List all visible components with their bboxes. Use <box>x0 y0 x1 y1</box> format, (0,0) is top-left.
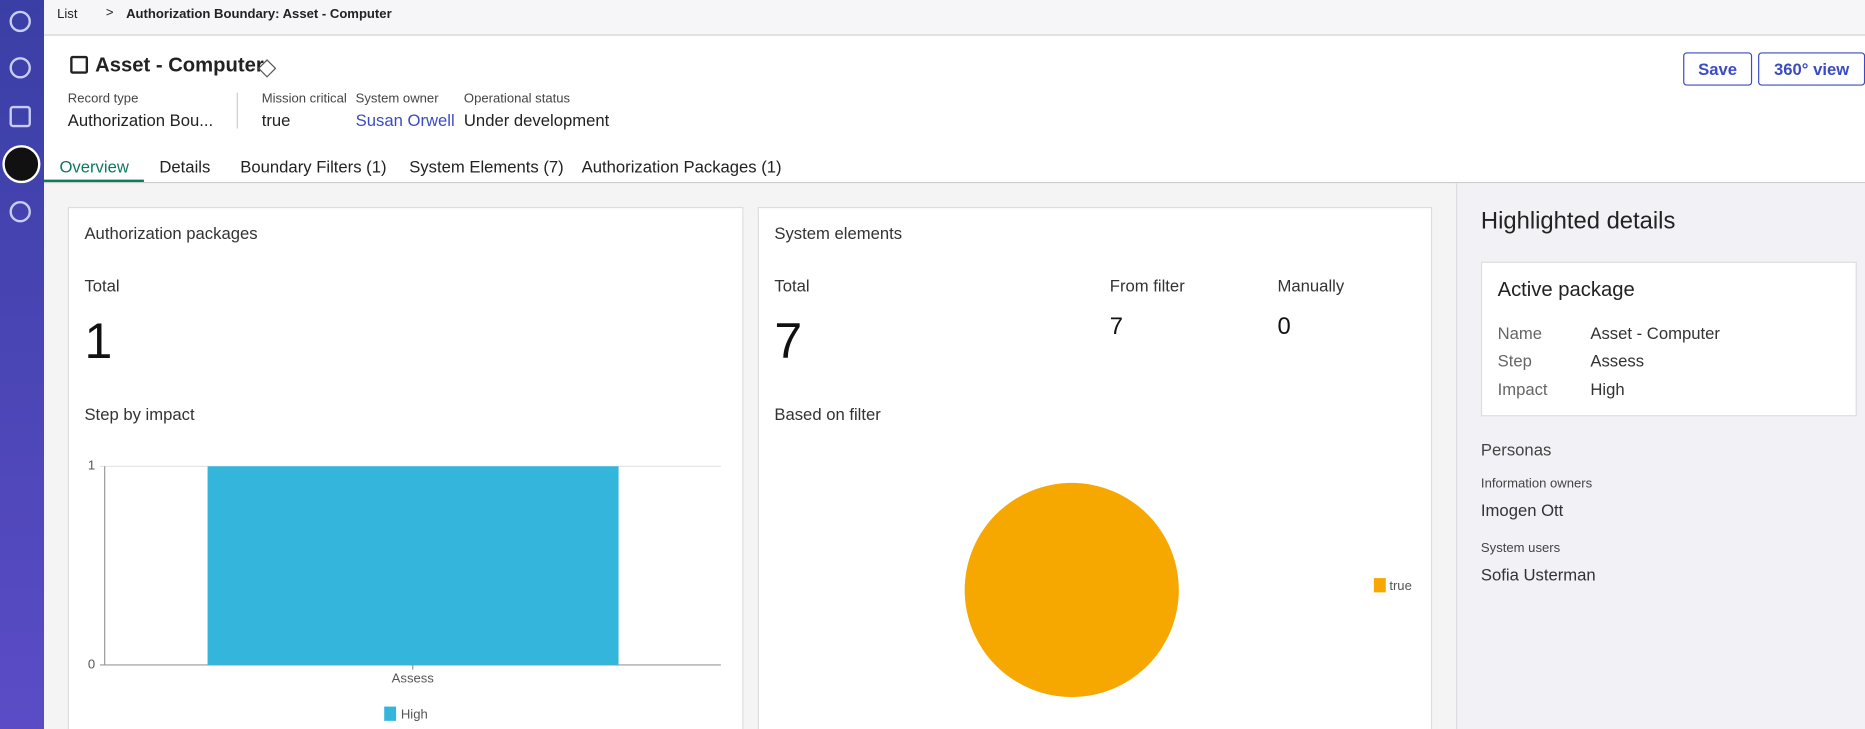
card-title: Active package <box>1497 278 1635 301</box>
breadcrumb-list[interactable]: List <box>57 7 78 22</box>
row-label: Name <box>1497 323 1543 343</box>
field-value: Under development <box>463 110 610 130</box>
home-icon[interactable] <box>9 10 31 33</box>
card-title: Authorization packages <box>84 223 258 243</box>
view-button[interactable]: 360° view <box>1758 52 1865 86</box>
filter-value: 7 <box>1109 314 1124 341</box>
personas-title: Personas <box>1480 440 1552 460</box>
divider <box>236 92 238 129</box>
row-value: Assess <box>1590 350 1645 370</box>
bar-chart: 0 1 Assess High <box>88 458 721 721</box>
field-value: Authorization Bou... <box>67 110 214 130</box>
field-label: System owner <box>355 91 439 106</box>
field-label: Mission critical <box>261 91 347 106</box>
field-label: Record type <box>67 91 139 106</box>
save-button[interactable]: Save <box>1683 52 1753 86</box>
persona-name[interactable]: Imogen Ott <box>1480 500 1564 520</box>
sidebar <box>0 0 45 729</box>
tab[interactable]: System Elements (7) <box>409 157 564 177</box>
tab[interactable]: Overview <box>59 157 129 177</box>
legend-swatch <box>1373 578 1386 593</box>
total-value: 7 <box>774 312 803 369</box>
row-value[interactable]: Asset - Computer <box>1590 323 1720 343</box>
record-icon <box>70 55 89 74</box>
card-title: System elements <box>774 223 903 243</box>
record-title: Asset - Computer <box>95 53 264 77</box>
persona-name[interactable]: Sofia Usterman <box>1480 565 1596 585</box>
chart-title: Based on filter <box>774 404 881 424</box>
row-label: Step <box>1497 350 1532 370</box>
manual-label: Manually <box>1277 275 1345 295</box>
y-tick-label: 1 <box>88 458 95 473</box>
breadcrumb-current: Authorization Boundary: Asset - Computer <box>126 7 392 22</box>
row-value: High <box>1590 379 1625 399</box>
total-value: 1 <box>84 312 113 369</box>
field-value: true <box>261 110 291 130</box>
field-value[interactable]: Susan Orwell <box>355 110 455 130</box>
pie-chart: true <box>964 482 1412 698</box>
legend-label: true <box>1389 578 1412 593</box>
tasks-icon[interactable] <box>9 57 31 79</box>
clipboard-icon[interactable] <box>9 105 31 128</box>
field-label: Operational status <box>463 91 571 106</box>
panel-title: Highlighted details <box>1480 208 1676 235</box>
tab[interactable]: Details <box>159 157 211 177</box>
row-label: Impact <box>1497 379 1548 399</box>
breadcrumb-sep: > <box>105 5 114 21</box>
legend-label: High <box>401 706 428 721</box>
breadcrumb-bar: List > Authorization Boundary: Asset - C… <box>44 0 1865 36</box>
record-header <box>44 35 1865 184</box>
x-tick-label: Assess <box>392 671 435 686</box>
persona-role: Information owners <box>1480 476 1593 492</box>
manual-value: 0 <box>1277 314 1291 341</box>
total-label: Total <box>84 275 120 295</box>
tab[interactable]: Authorization Packages (1) <box>581 157 782 177</box>
tab-underline <box>44 179 144 182</box>
filter-label: From filter <box>1109 275 1185 295</box>
total-label: Total <box>774 275 810 295</box>
list-icon[interactable] <box>2 145 41 184</box>
reports-icon[interactable] <box>9 201 31 223</box>
chart-title: Step by impact <box>84 404 195 424</box>
bar <box>207 466 619 665</box>
pie-slice <box>964 482 1179 698</box>
y-tick-label: 0 <box>88 656 95 671</box>
tab[interactable]: Boundary Filters (1) <box>240 157 387 177</box>
persona-role: System users <box>1480 541 1561 556</box>
legend-swatch <box>384 706 397 721</box>
package-card <box>1480 261 1857 417</box>
